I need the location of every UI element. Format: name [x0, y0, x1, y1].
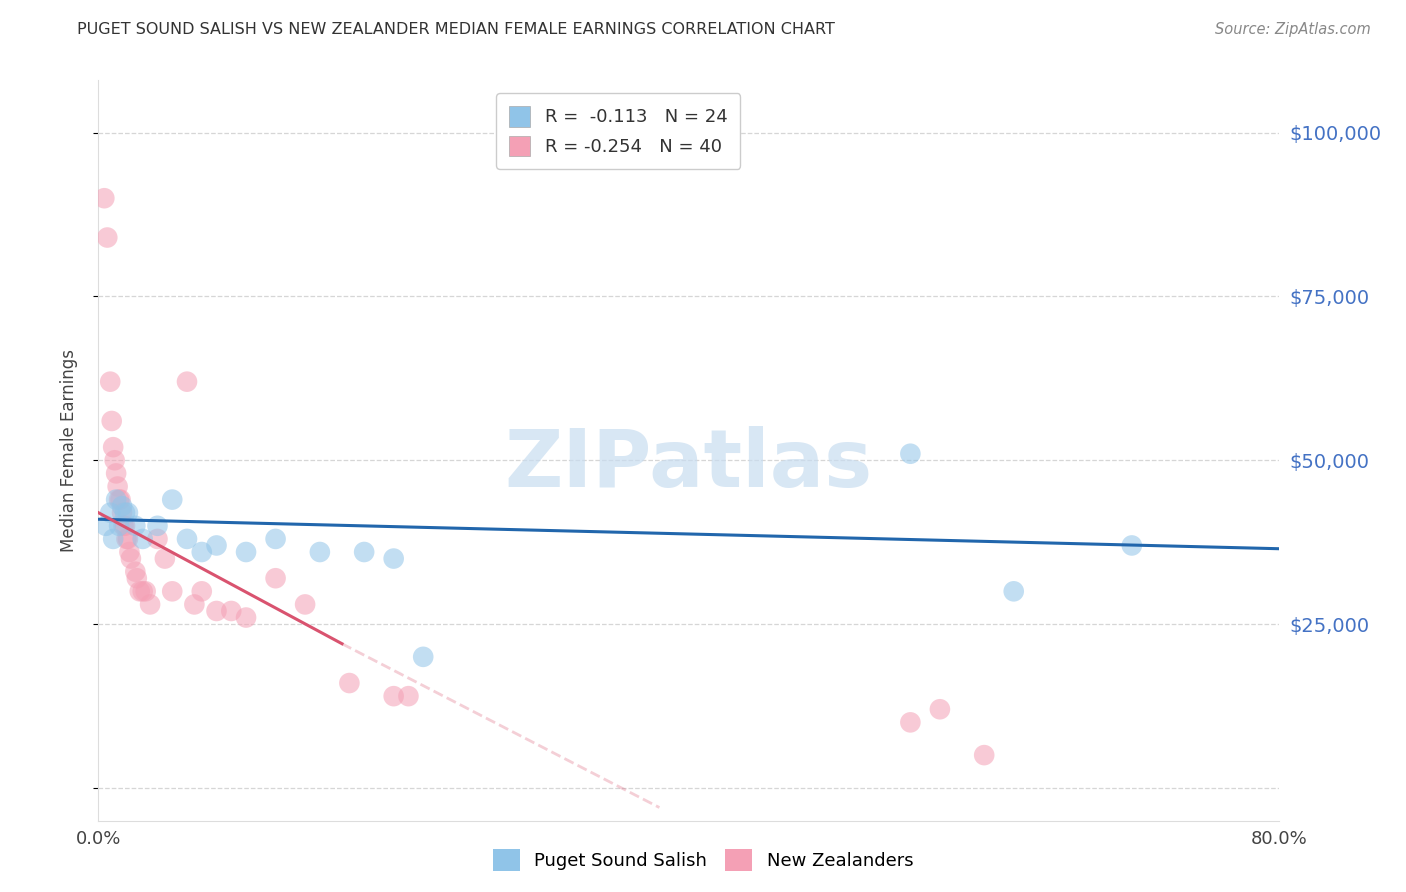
Point: [309, 545, 332, 559]
Point: [135, 584, 157, 599]
Point: [973, 748, 995, 763]
Point: [98, 375, 121, 389]
Point: [110, 492, 132, 507]
Point: [125, 571, 148, 585]
Point: [132, 532, 155, 546]
Point: [183, 598, 205, 612]
Text: Source: ZipAtlas.com: Source: ZipAtlas.com: [1215, 22, 1371, 37]
Point: [128, 584, 150, 599]
Point: [146, 518, 169, 533]
Point: [118, 545, 141, 559]
Point: [117, 506, 139, 520]
Point: [115, 532, 138, 546]
Point: [94, 518, 117, 533]
Point: [96, 230, 118, 244]
Text: ZIPatlas: ZIPatlas: [505, 426, 873, 504]
Point: [124, 565, 146, 579]
Point: [382, 689, 405, 703]
Point: [120, 551, 142, 566]
Point: [111, 499, 134, 513]
Point: [98, 506, 121, 520]
Point: [162, 584, 183, 599]
Point: [132, 584, 155, 599]
Point: [176, 532, 198, 546]
Point: [153, 551, 176, 566]
Y-axis label: Median Female Earnings: Median Female Earnings: [59, 349, 77, 552]
Point: [105, 492, 128, 507]
Point: [93, 191, 115, 205]
Point: [264, 532, 287, 546]
Point: [1002, 584, 1025, 599]
Point: [900, 715, 922, 730]
Point: [294, 598, 316, 612]
Point: [124, 518, 146, 533]
Point: [108, 518, 131, 533]
Point: [105, 467, 128, 481]
Point: [398, 689, 420, 703]
Point: [146, 532, 169, 546]
Point: [929, 702, 952, 716]
Point: [111, 506, 134, 520]
Point: [1121, 539, 1143, 553]
Point: [235, 545, 257, 559]
Point: [114, 518, 136, 533]
Text: PUGET SOUND SALISH VS NEW ZEALANDER MEDIAN FEMALE EARNINGS CORRELATION CHART: PUGET SOUND SALISH VS NEW ZEALANDER MEDI…: [77, 22, 835, 37]
Point: [900, 447, 922, 461]
Legend: Puget Sound Salish, New Zealanders: Puget Sound Salish, New Zealanders: [485, 842, 921, 879]
Point: [162, 492, 183, 507]
Legend: R =  -0.113   N = 24, R = -0.254   N = 40: R = -0.113 N = 24, R = -0.254 N = 40: [496, 93, 740, 169]
Point: [339, 676, 361, 690]
Point: [114, 506, 136, 520]
Point: [382, 551, 405, 566]
Point: [103, 532, 125, 546]
Point: [353, 545, 375, 559]
Point: [107, 479, 129, 493]
Point: [235, 610, 257, 624]
Point: [191, 545, 214, 559]
Point: [112, 518, 135, 533]
Point: [176, 375, 198, 389]
Point: [139, 598, 162, 612]
Point: [191, 584, 214, 599]
Point: [412, 649, 434, 664]
Point: [100, 414, 122, 428]
Point: [205, 604, 228, 618]
Point: [103, 440, 125, 454]
Point: [117, 532, 139, 546]
Point: [221, 604, 243, 618]
Point: [264, 571, 287, 585]
Point: [205, 539, 228, 553]
Point: [108, 492, 131, 507]
Point: [104, 453, 127, 467]
